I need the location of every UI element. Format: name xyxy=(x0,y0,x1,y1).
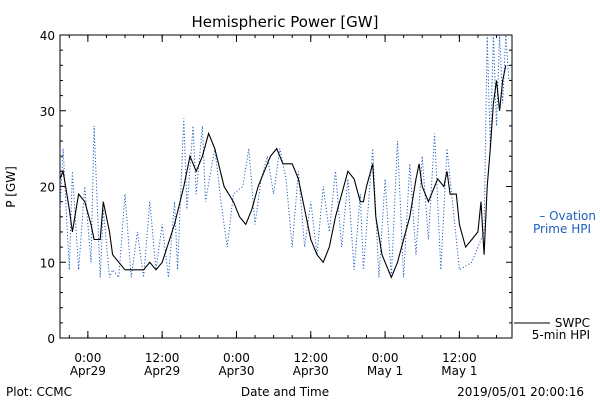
x-tick-label-time: 12:00 xyxy=(145,351,180,365)
x-tick-label-date: May 1 xyxy=(441,364,477,378)
series-layer xyxy=(59,34,510,279)
legend-swpc-line1: SWPC xyxy=(555,316,590,330)
y-tick-label: 0 xyxy=(47,332,55,346)
y-tick-label: 40 xyxy=(40,29,55,43)
x-tick-label-time: 0:00 xyxy=(74,351,101,365)
y-tick-label: 20 xyxy=(40,181,55,195)
x-tick-label-date: Apr30 xyxy=(218,364,254,378)
x-tick-label-time: 12:00 xyxy=(442,351,477,365)
y-axis-ticks: 0 10 20 30 40 xyxy=(40,29,512,346)
legend-ovation-line2: Prime HPI xyxy=(533,222,591,236)
x-tick-label-date: Apr30 xyxy=(293,364,329,378)
legend-swpc: SWPC 5-min HPI xyxy=(514,316,590,342)
legend-ovation-line1: – Ovation xyxy=(539,209,596,223)
x-tick-label-time: 0:00 xyxy=(223,351,250,365)
series-line-swpc-5min-hpi xyxy=(59,65,507,279)
y-tick-label: 10 xyxy=(40,256,55,270)
series-line-ovation-prime-hpi xyxy=(59,34,510,279)
x-tick-label-time: 0:00 xyxy=(372,351,399,365)
x-tick-label-date: Apr29 xyxy=(144,364,180,378)
footer-timestamp: 2019/05/01 20:00:16 xyxy=(457,385,584,399)
y-tick-label: 30 xyxy=(40,105,55,119)
y-axis-label: P [GW] xyxy=(4,166,18,208)
legend-swpc-line2: 5-min HPI xyxy=(532,328,590,342)
x-axis-ticks: 0:00Apr2912:00Apr290:00Apr3012:00Apr300:… xyxy=(68,35,498,378)
chart-title: Hemispheric Power [GW] xyxy=(192,13,379,31)
x-tick-label-date: May 1 xyxy=(367,364,403,378)
x-tick-label-time: 12:00 xyxy=(293,351,328,365)
footer-plot-credit: Plot: CCMC xyxy=(6,385,72,399)
legend-ovation: – Ovation Prime HPI xyxy=(533,209,596,236)
x-axis-label: Date and Time xyxy=(241,385,329,399)
x-tick-label-date: Apr29 xyxy=(70,364,106,378)
